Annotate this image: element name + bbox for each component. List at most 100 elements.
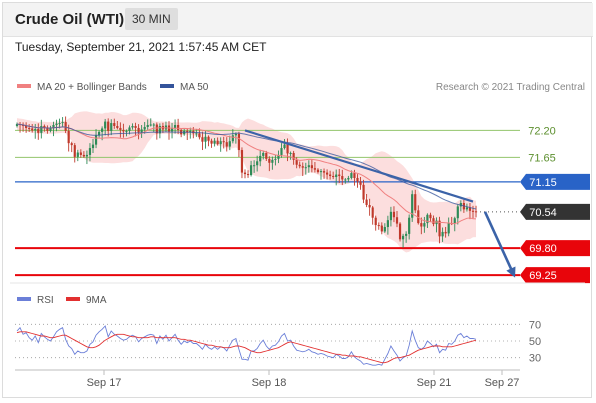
x-tick-label: Sep 17 (87, 377, 122, 389)
ma50-legend-label: MA 50 (180, 82, 209, 93)
candle-body (307, 165, 310, 168)
rsi-ma-line (16, 331, 477, 364)
candle-body (222, 141, 225, 143)
candle-body (146, 125, 149, 127)
candle-body (213, 140, 216, 144)
rsi-line (16, 325, 477, 366)
candle-body (389, 211, 393, 221)
candle-body (313, 168, 317, 170)
candle-body (140, 129, 143, 133)
candle-body (143, 126, 146, 130)
candle-body (292, 152, 295, 160)
candle-body (82, 154, 85, 157)
candle-body (347, 177, 350, 180)
candle-body (189, 130, 192, 133)
candle-body (15, 124, 19, 126)
candle-body (414, 194, 417, 211)
rsi-tick-30: 30 (529, 353, 541, 365)
candle-body (201, 137, 204, 142)
candle-body (231, 135, 234, 142)
candle-body (246, 174, 250, 176)
candle-body (374, 217, 377, 226)
candle-body (411, 194, 414, 218)
candle-body (350, 173, 353, 178)
timeframe-badge[interactable]: 30 MIN (125, 8, 178, 30)
candle-body (441, 231, 444, 237)
candle-body (256, 161, 259, 166)
candle-body (474, 211, 478, 213)
candle-body (70, 143, 73, 146)
candle-body (365, 199, 368, 205)
x-tick-label: Sep 18 (252, 377, 287, 389)
candle-body (426, 214, 429, 224)
rsi-tick-50: 50 (529, 336, 541, 348)
timestamp: Tuesday, September 21, 2021 1:57:45 AM C… (15, 40, 267, 54)
candle-body (335, 174, 338, 178)
candle-body (173, 125, 177, 128)
candle-body (456, 206, 459, 219)
candle-body (465, 207, 469, 210)
candle-body (225, 142, 228, 147)
forecast-arrow-shaft (483, 211, 515, 274)
candle-body (234, 133, 237, 136)
candle-body (49, 128, 52, 131)
candle-body (37, 128, 40, 133)
candle-body (207, 136, 210, 141)
instrument-title: Crude Oil (WTI) (15, 11, 125, 28)
candle-body (195, 133, 198, 135)
candle-body (438, 220, 441, 237)
candle-body (322, 171, 326, 173)
candle-body (359, 181, 362, 185)
candle-body (237, 133, 241, 151)
candle-body (116, 125, 119, 128)
candle-body (332, 176, 335, 178)
candle-body (177, 125, 180, 130)
candle-body (243, 172, 247, 175)
candle-body (104, 121, 107, 129)
chart-widget: Crude Oil (WTI) 30 MIN (2, 2, 593, 398)
candle-body (34, 128, 37, 131)
candle-body (329, 174, 332, 177)
candle-body (338, 174, 341, 177)
candle-body (298, 164, 301, 167)
candle-body (444, 231, 447, 234)
candle-body (386, 220, 389, 228)
rsi-legend-label: RSI (37, 295, 54, 306)
candle-body (73, 145, 76, 157)
candle-body (228, 141, 231, 147)
candle-body (301, 166, 304, 168)
candle-body (405, 233, 408, 236)
ma20-legend-label: MA 20 + Bollinger Bands (37, 82, 147, 93)
candle-body (286, 144, 289, 154)
candle-body (79, 152, 82, 155)
candle-body (295, 159, 298, 165)
candle-body (28, 127, 31, 129)
candle-body (107, 121, 110, 131)
x-tick-label: Sep 27 (485, 377, 520, 389)
candle-body (271, 159, 274, 163)
candle-body (76, 152, 79, 157)
candle-body (304, 167, 307, 169)
candle-body (240, 150, 244, 173)
candle-body (119, 127, 122, 130)
candle-body (67, 130, 70, 144)
candle-body (91, 144, 95, 149)
candle-body (210, 140, 213, 144)
candle-body (46, 127, 49, 131)
candle-body (280, 148, 283, 155)
x-tick-label: Sep 21 (417, 377, 452, 389)
level-tag-71.15 (520, 173, 590, 190)
candle-body (408, 217, 411, 234)
candle-body (43, 125, 46, 128)
candle-body (52, 125, 55, 129)
ma50-line (16, 123, 477, 210)
candle-body (262, 152, 265, 156)
level-label-71.65: 71.65 (528, 152, 556, 164)
candle-body (371, 207, 374, 218)
candle-body (265, 152, 268, 159)
candle-body (249, 165, 253, 176)
candle-body (319, 171, 323, 173)
candle-body (356, 177, 359, 182)
candle-body (401, 235, 405, 240)
